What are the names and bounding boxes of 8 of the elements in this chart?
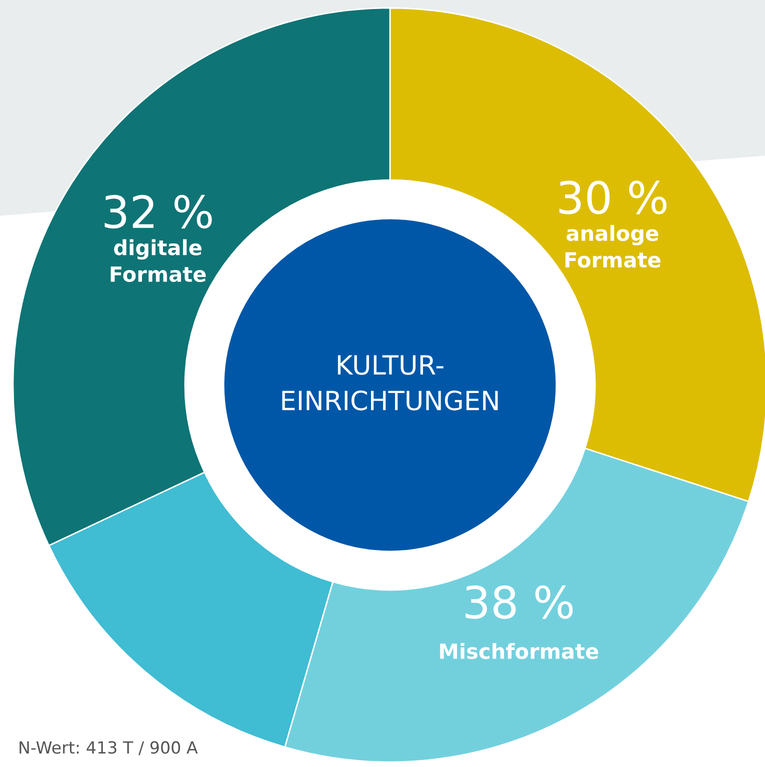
text: N-Wert: 413 T / 900 A [20, 741, 198, 756]
slice-label: digitale Formate [110, 239, 206, 282]
text: 38 % [466, 585, 573, 619]
text: KULTUR- EINRICHTUNGEN [282, 355, 498, 410]
slice-label: analoge Formate [565, 224, 660, 268]
data-label: 32 % [104, 194, 212, 229]
slice-label: Mischformate [440, 642, 598, 660]
data-label: 30 % [559, 180, 666, 214]
